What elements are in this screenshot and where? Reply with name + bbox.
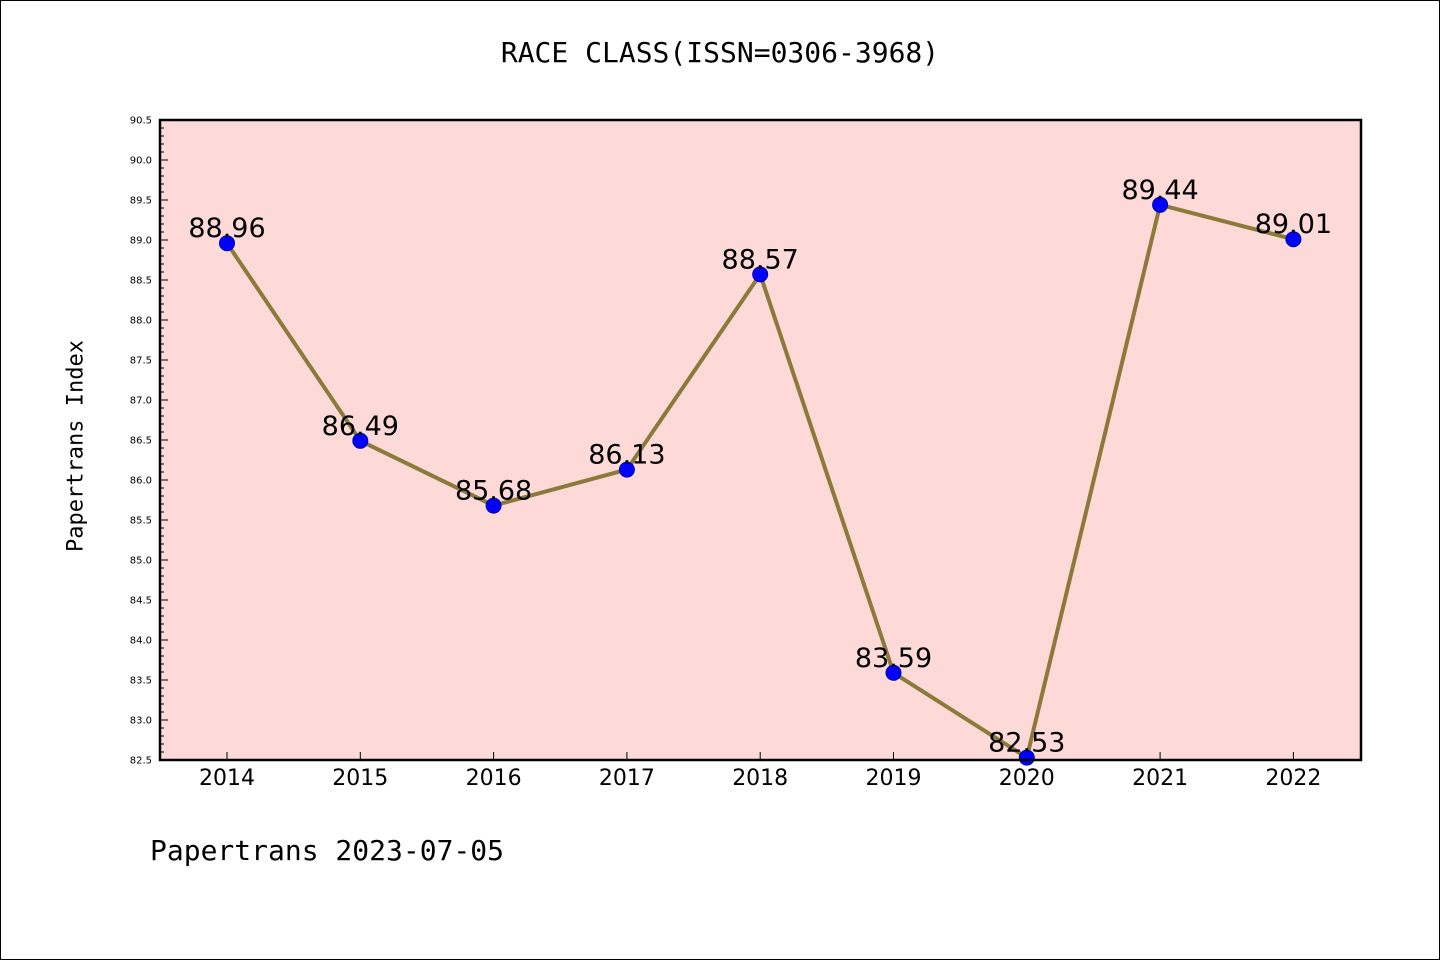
y-tick-label: 89.0: [130, 236, 152, 247]
data-point-2015: [352, 432, 369, 449]
y-tick-label: 86.0: [130, 476, 152, 487]
y-tick-label: 83.5: [130, 676, 152, 687]
x-tick-label: 2019: [866, 766, 922, 791]
y-tick-label: 84.5: [130, 596, 152, 607]
data-point-2016: [485, 497, 502, 514]
x-tick-label: 2016: [466, 766, 522, 791]
data-label-2014: 88.96: [188, 213, 265, 244]
y-tick-label: 88.0: [130, 316, 152, 327]
y-tick-label: 83.0: [130, 716, 152, 727]
data-point-2021: [1152, 196, 1169, 213]
x-tick-label: 2015: [332, 766, 388, 791]
x-tick-label: 2017: [599, 766, 655, 791]
data-point-2014: [219, 235, 235, 252]
data-label-2016: 85.68: [455, 476, 532, 507]
y-tick-label: 87.0: [130, 396, 152, 407]
x-axis: 2014 2015 2016 2017 2018 2019 2020 2021 2022: [199, 752, 1321, 791]
chart-title: RACE CLASS(ISSN=0306-3968): [500, 36, 940, 69]
data-point-2020: [1018, 749, 1035, 766]
data-label-2020: 82.53: [988, 728, 1065, 759]
y-axis: 82.5 83.0 83.5 84.0 84.5 85.0 85.5 86.0 86.5 87.0…: [130, 116, 168, 767]
plot-border: [158, 118, 1363, 762]
data-label-2018: 88.57: [722, 244, 799, 275]
x-tick-label: 2014: [199, 766, 255, 791]
x-tick-label: 2022: [1265, 766, 1321, 791]
data-point-2022: [1285, 231, 1302, 248]
markers-group: [219, 196, 1302, 766]
data-label-2015: 86.49: [322, 411, 399, 442]
data-label-2021: 89.44: [1121, 175, 1198, 206]
data-point-2019: [885, 664, 902, 681]
y-tick-label: 88.5: [130, 276, 152, 287]
y-tick-label: 86.5: [130, 436, 152, 447]
data-label-2019: 83.59: [855, 643, 932, 674]
y-tick-label: 89.5: [130, 196, 152, 207]
x-tick-label: 2020: [999, 766, 1055, 791]
y-tick-label: 90.5: [130, 116, 152, 127]
y-tick-label: 87.5: [130, 356, 152, 367]
data-label-2022: 89.01: [1255, 209, 1332, 240]
footer-text: Papertrans 2023-07-05: [150, 834, 505, 867]
data-label-2017: 86.13: [588, 440, 665, 471]
data-labels-group: 88.96 86.49 85.68 86.13 88.57 83.59 82.53 89.44…: [188, 175, 1332, 759]
y-tick-label: 90.0: [130, 156, 152, 167]
data-point-2018: [752, 266, 769, 283]
y-tick-label: 85.5: [130, 516, 152, 527]
data-point-2017: [618, 461, 635, 478]
y-tick-label: 84.0: [130, 636, 152, 647]
y-tick-label: 82.5: [130, 756, 152, 767]
x-tick-label: 2021: [1132, 766, 1188, 791]
x-tick-label: 2018: [732, 766, 788, 791]
y-tick-label: 85.0: [130, 556, 152, 567]
